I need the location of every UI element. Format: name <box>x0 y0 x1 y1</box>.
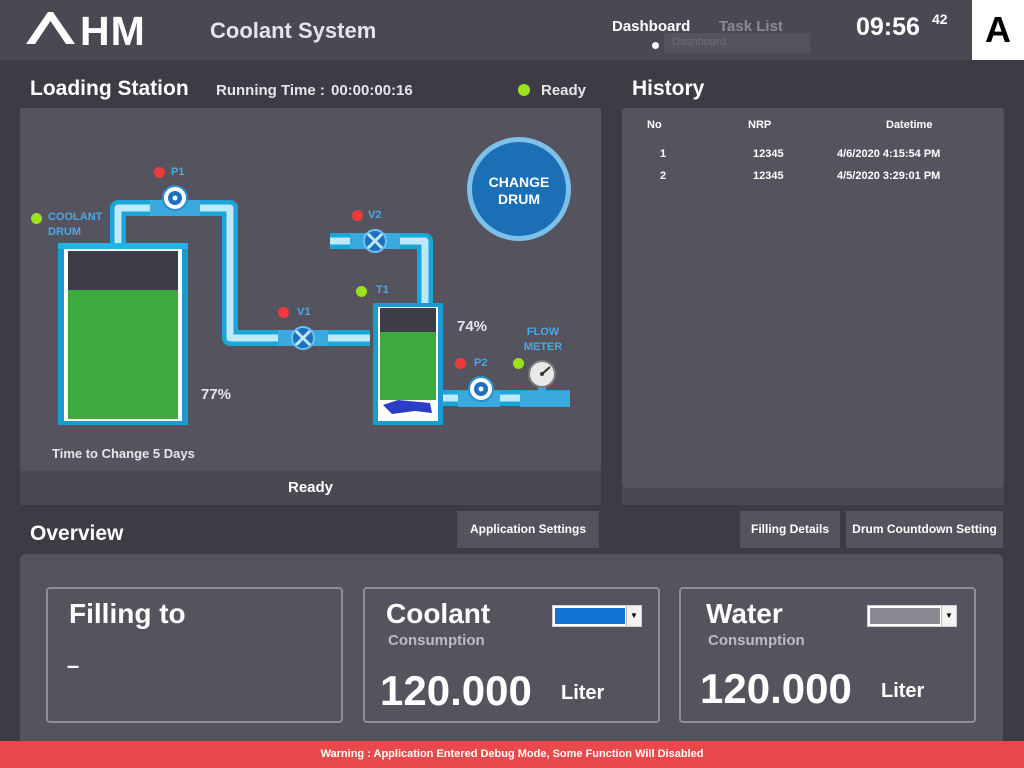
coolant-drum <box>58 243 188 425</box>
drum-countdown-setting-button[interactable]: Drum Countdown Setting <box>846 511 1003 548</box>
coolant-drum-label-1: COOLANT <box>48 211 103 223</box>
logo-letters: HM <box>80 8 146 54</box>
valve-v2 <box>350 229 400 253</box>
loading-station-panel: CHANGE DRUM P1 COOLANT DRUM V2 T1 V1 74%… <box>20 108 601 471</box>
header-bar <box>0 0 1024 60</box>
tab-dashboard[interactable]: Dashboard <box>612 18 691 35</box>
history-row-datetime: 4/6/2020 4:15:54 PM <box>837 148 941 160</box>
change-drum-label-1: CHANGE <box>489 174 550 190</box>
history-col-nrp: NRP <box>748 119 772 131</box>
tank-t1 <box>373 303 443 425</box>
history-col-datetime: Datetime <box>886 119 933 131</box>
pump-p2 <box>458 376 500 407</box>
coolant-subtitle: Consumption <box>388 632 485 649</box>
ahm-logo <box>26 10 190 53</box>
history-table: No NRP Datetime 1 12345 4/6/2020 4:15:54… <box>622 108 1004 488</box>
overview-title: Overview <box>30 522 124 545</box>
history-row-nrp: 12345 <box>753 148 784 160</box>
station-footer-status: Ready <box>20 471 601 505</box>
loading-station-title: Loading Station <box>30 77 189 100</box>
active-tab-indicator <box>652 42 659 49</box>
water-card: Water Consumption 120.000 Liter ▼ <box>679 587 976 723</box>
water-subtitle: Consumption <box>708 632 805 649</box>
coolant-title: Coolant <box>386 598 491 629</box>
p2-status-dot <box>455 358 466 369</box>
t1-label: T1 <box>376 284 389 296</box>
history-scrollbar[interactable] <box>622 488 1004 505</box>
v2-status-dot <box>352 210 363 221</box>
change-drum-label-2: DRUM <box>498 191 540 207</box>
flow-meter-status-dot <box>513 358 524 369</box>
change-drum-button[interactable]: CHANGE DRUM <box>467 137 571 241</box>
status-text: Ready <box>541 82 587 99</box>
clock-seconds: 42 <box>932 11 948 27</box>
water-unit: Liter <box>881 680 925 702</box>
history-row-nrp: 12345 <box>753 170 784 182</box>
p1-status-dot <box>154 167 165 178</box>
valve-v1 <box>278 326 328 350</box>
flow-meter-label-2: METER <box>523 341 563 353</box>
clock-time: 09:56 <box>856 13 920 41</box>
logo-wordmark: HM <box>80 8 146 55</box>
p1-label: P1 <box>171 166 185 178</box>
coolant-drum-status-dot <box>31 213 42 224</box>
history-title: History <box>632 77 705 100</box>
filling-to-value: – <box>67 653 80 678</box>
warning-banner: Warning : Application Entered Debug Mode… <box>0 741 1024 768</box>
coolant-drum-percent: 77% <box>201 386 232 403</box>
history-row-no: 1 <box>660 148 667 160</box>
chevron-down-icon: ▼ <box>626 606 641 626</box>
v1-label: V1 <box>297 306 311 318</box>
running-time-value: 00:00:00:16 <box>331 82 413 99</box>
filling-to-card: Filling to – <box>46 587 343 723</box>
pump-p1 <box>150 185 200 216</box>
water-title: Water <box>706 598 783 629</box>
status-indicator-dot <box>518 84 530 96</box>
coolant-unit: Liter <box>561 682 605 704</box>
water-color-swatch <box>870 608 940 624</box>
flow-meter <box>520 360 570 407</box>
application-settings-button[interactable]: Application Settings <box>457 511 599 548</box>
filling-to-title: Filling to <box>69 598 186 629</box>
coolant-color-select[interactable]: ▼ <box>552 605 642 627</box>
app-title: Coolant System <box>210 18 377 43</box>
overview-panel <box>20 554 1003 744</box>
history-row-no: 2 <box>660 170 667 182</box>
coolant-value: 120.000 <box>380 667 532 714</box>
coolant-drum-label-2: DRUM <box>48 226 81 238</box>
p2-label: P2 <box>474 357 488 369</box>
coolant-color-swatch <box>555 608 625 624</box>
tank-percent: 74% <box>457 318 488 335</box>
tab-task-list[interactable]: Task List <box>719 18 783 35</box>
time-to-change: Time to Change 5 Days <box>52 446 195 461</box>
history-col-no: No <box>647 119 662 131</box>
history-row-datetime: 4/5/2020 3:29:01 PM <box>837 170 941 182</box>
tank-t1-level <box>380 332 436 400</box>
t1-status-dot <box>356 286 367 297</box>
running-time-label: Running Time : <box>216 82 325 99</box>
water-color-select[interactable]: ▼ <box>867 605 957 627</box>
coolant-drum-level <box>68 290 178 419</box>
flow-meter-label-1: FLOW <box>526 326 560 338</box>
v1-status-dot <box>278 307 289 318</box>
v2-label: V2 <box>368 209 382 221</box>
coolant-card: Coolant Consumption 120.000 Liter ▼ <box>363 587 660 723</box>
water-value: 120.000 <box>700 665 852 712</box>
filling-details-button[interactable]: Filling Details <box>740 511 840 548</box>
chevron-down-icon: ▼ <box>941 606 956 626</box>
station-diagram: CHANGE DRUM <box>58 137 571 425</box>
user-badge[interactable]: A <box>972 0 1024 60</box>
ghost-tab: Dashboard <box>664 33 810 53</box>
